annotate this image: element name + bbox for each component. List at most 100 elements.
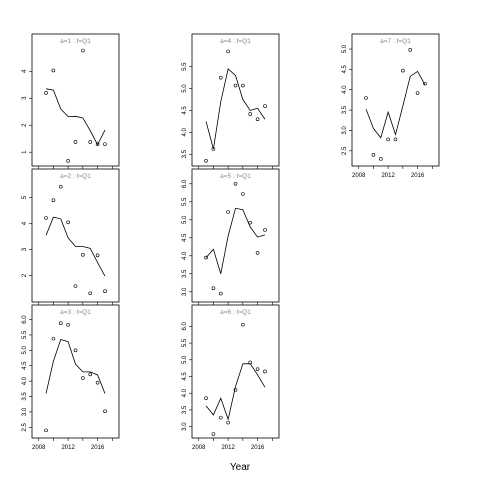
data-point — [95, 380, 100, 385]
data-point — [364, 96, 368, 100]
data-point — [66, 322, 70, 327]
y-tick-label: 1 — [22, 150, 28, 154]
panel-frame — [351, 33, 440, 167]
y-tick-label: 4.5 — [182, 372, 188, 381]
data-point — [226, 420, 230, 425]
y-tick-label: 4.0 — [342, 85, 348, 94]
panel-strip-label: a=5 : f=Q1 — [220, 173, 251, 180]
x-tick-label: 2008 — [32, 445, 46, 451]
y-tick-label: 5.5 — [182, 338, 188, 347]
data-point — [415, 91, 420, 95]
panel-frame — [191, 33, 280, 167]
data-point — [103, 289, 107, 294]
data-point — [408, 48, 413, 52]
data-point — [393, 137, 398, 142]
y-tick-label: 4 — [22, 221, 28, 225]
data-point — [371, 153, 376, 157]
data-point — [73, 140, 78, 144]
panel-strip-label: a=3 : f=Q1 — [60, 309, 91, 316]
data-point — [218, 415, 223, 420]
data-point — [233, 182, 238, 186]
fit-line — [205, 68, 266, 150]
x-tick-label: 2008 — [192, 445, 206, 451]
data-point — [44, 216, 48, 220]
y-tick-label: 4.5 — [342, 65, 348, 74]
data-point — [95, 253, 100, 258]
y-tick-label: 4.5 — [22, 361, 28, 370]
panel-frame — [31, 168, 120, 303]
y-tick-label: 4.5 — [182, 106, 188, 115]
data-point — [401, 68, 405, 73]
data-point — [241, 322, 245, 327]
x-tick-label: 2016 — [411, 173, 425, 179]
y-tick-label: 4.5 — [182, 233, 188, 242]
y-tick-label: 5.0 — [182, 355, 188, 364]
panel-a5: a=5 : f=Q1 3.0 3.5 4.0 4.5 5.0 5.5 6.0 — [182, 168, 280, 305]
y-tick-label: 3.0 — [22, 407, 28, 416]
y-tick-label: 3.5 — [182, 269, 188, 278]
data-point — [248, 220, 253, 225]
data-point — [51, 198, 56, 202]
data-point — [204, 159, 208, 163]
y-tick-label: 3 — [22, 96, 28, 100]
y-tick-label: 2 — [22, 123, 28, 127]
fit-line — [45, 88, 106, 146]
data-point — [58, 184, 63, 189]
data-point — [58, 321, 63, 326]
data-point — [51, 336, 56, 341]
data-point — [81, 376, 85, 380]
y-tick-label: 3.5 — [182, 405, 188, 414]
y-tick-label: 3 — [22, 247, 28, 251]
y-tick-label: 6.0 — [22, 315, 28, 324]
y-tick-label: 5.0 — [182, 215, 188, 224]
y-tick-label: 5.5 — [182, 197, 188, 206]
data-point — [81, 253, 85, 257]
y-tick-label: 4.0 — [182, 388, 188, 397]
data-point — [211, 432, 216, 436]
data-point — [255, 117, 260, 122]
y-tick-label: 3.5 — [182, 149, 188, 158]
y-tick-label: 4.0 — [182, 251, 188, 260]
data-point — [66, 220, 70, 225]
y-tick-label: 2 — [22, 273, 28, 277]
data-point — [51, 68, 56, 73]
panel-frame — [31, 304, 120, 439]
fit-line — [45, 339, 106, 394]
data-point — [226, 49, 230, 54]
panel-a2: a=2 : f=Q1 2 3 4 5 — [22, 168, 120, 305]
data-point — [73, 284, 78, 288]
y-tick-label: 5.5 — [182, 62, 188, 71]
data-point — [378, 157, 383, 161]
data-point — [248, 112, 253, 116]
data-point — [263, 369, 267, 374]
y-tick-label: 4 — [22, 69, 28, 73]
y-tick-label: 6.0 — [182, 179, 188, 188]
data-point — [233, 83, 238, 88]
y-tick-label: 3.5 — [342, 105, 348, 114]
y-tick-label: 3.0 — [342, 126, 348, 135]
y-tick-label: 2.5 — [22, 422, 28, 431]
panel-a3: a=3 : f=Q1 2.5 3.0 3.5 4.0 4.5 5.0 5.5 6.0 2008 20… — [22, 304, 120, 451]
data-point — [81, 48, 85, 53]
data-point — [263, 104, 267, 108]
data-point — [88, 372, 93, 377]
panel-a1: a=1 : f=Q1 1 2 3 4 — [22, 33, 120, 169]
panel-strip-label: a=2 : f=Q1 — [60, 173, 91, 180]
data-point — [255, 367, 260, 371]
data-point — [44, 428, 48, 433]
data-point — [255, 251, 260, 255]
data-point — [88, 140, 93, 144]
data-point — [386, 137, 390, 142]
data-point — [44, 91, 48, 95]
data-point — [66, 159, 70, 163]
data-point — [218, 291, 223, 296]
panel-a6: a=6 : f=Q1 3.0 3.5 4.0 4.5 5.0 5.5 6.0 2008 2012 2… — [182, 304, 280, 451]
data-point — [204, 255, 208, 260]
fit-line — [365, 70, 426, 139]
fit-line — [205, 363, 266, 421]
y-tick-label: 3.0 — [182, 287, 188, 296]
data-point — [211, 286, 216, 291]
x-tick-label: 2012 — [221, 445, 235, 451]
data-point — [204, 396, 208, 401]
